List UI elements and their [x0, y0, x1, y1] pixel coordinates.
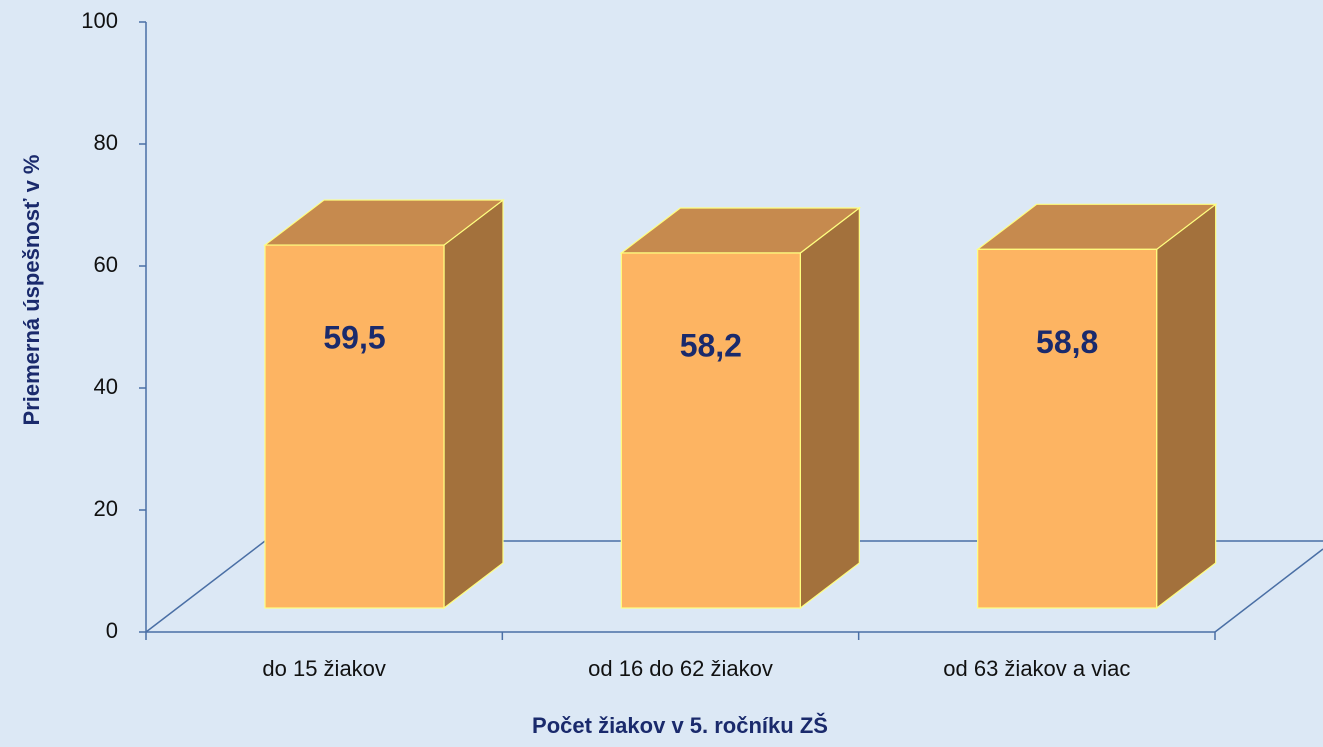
x-tick-label: od 63 žiakov a viac: [943, 656, 1130, 681]
bar: [620, 252, 801, 609]
y-axis-title: Priemerná úspešnosť v %: [19, 155, 44, 426]
value-label: 59,5: [323, 320, 385, 356]
value-label: 58,8: [1036, 324, 1098, 360]
bar: [977, 248, 1158, 609]
bar-side: [799, 206, 860, 610]
y-tick-label: 0: [106, 618, 118, 643]
y-tick-label: 100: [81, 8, 118, 33]
value-label: 58,2: [680, 327, 742, 363]
y-tick-label: 40: [94, 374, 118, 399]
bar: [264, 244, 445, 609]
y-tick-label: 60: [94, 252, 118, 277]
y-tick-label: 80: [94, 130, 118, 155]
bar-side: [443, 198, 504, 610]
bar-side: [1156, 203, 1217, 610]
x-tick-label: od 16 do 62 žiakov: [588, 656, 773, 681]
floor-edge: [1214, 548, 1323, 633]
y-tick-label: 20: [94, 496, 118, 521]
x-axis-title: Počet žiakov v 5. ročníku ZŠ: [532, 713, 828, 738]
x-tick-label: do 15 žiakov: [262, 656, 386, 681]
floor-edge: [145, 540, 266, 633]
